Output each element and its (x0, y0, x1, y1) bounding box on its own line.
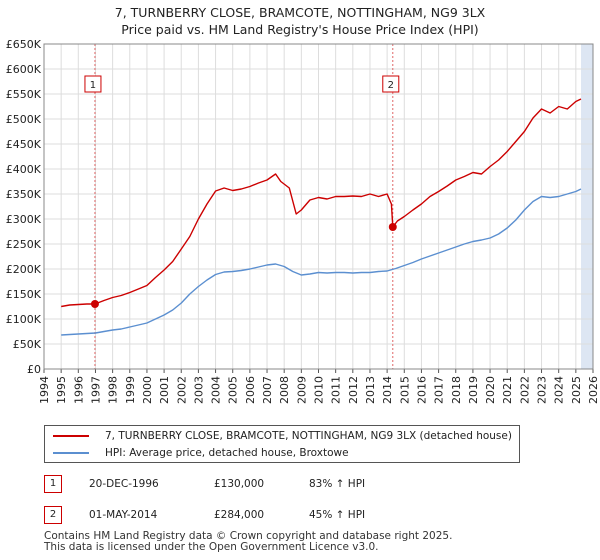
footer-line-1: Contains HM Land Registry data © Crown c… (44, 530, 453, 542)
x-tick-label: 2006 (244, 376, 257, 404)
x-tick-label: 1998 (107, 376, 120, 404)
y-tick-label: £250K (6, 238, 42, 251)
y-tick-label: £550K (6, 88, 42, 101)
hpi-series-line (61, 188, 582, 336)
x-tick-label: 1996 (72, 376, 85, 404)
transaction-badge-2: 2 (44, 506, 62, 524)
transaction-hpi-2: 45% ↑ HPI (309, 509, 366, 521)
x-tick-label: 2001 (158, 376, 171, 404)
x-tick-label: 2024 (553, 376, 566, 404)
transaction-row-1: 1 20-DEC-1996 £130,000 83% ↑ HPI (44, 474, 564, 494)
transaction-row-2: 2 01-MAY-2014 £284,000 45% ↑ HPI (44, 505, 564, 525)
sale-point-1 (90, 300, 99, 308)
x-tick-label: 1997 (89, 376, 102, 404)
shaded-region (580, 44, 593, 369)
x-tick-label: 1994 (38, 376, 51, 404)
legend: 7, TURNBERRY CLOSE, BRAMCOTE, NOTTINGHAM… (44, 425, 520, 463)
transaction-badge-1: 1 (44, 475, 62, 493)
x-tick-label: 2003 (192, 376, 205, 404)
footer: Contains HM Land Registry data © Crown c… (44, 531, 452, 553)
footer-line-2: This data is licensed under the Open Gov… (44, 541, 379, 553)
y-tick-label: £650K (6, 38, 42, 51)
annotation-badge-label-1: 1 (90, 80, 96, 91)
y-tick-label: £0 (27, 363, 41, 376)
x-tick-label: 2020 (484, 376, 497, 404)
plot-frame (43, 43, 594, 370)
y-tick-label: £200K (6, 263, 42, 276)
x-tick-label: 2008 (278, 376, 291, 404)
annotation-badge-label-2: 2 (388, 80, 394, 91)
y-tick-label: £600K (6, 63, 42, 76)
y-tick-label: £500K (6, 113, 42, 126)
y-tick-label: £350K (6, 188, 42, 201)
y-tick-label: £50K (13, 338, 42, 351)
x-tick-label: 2013 (364, 376, 377, 404)
legend-label-property: 7, TURNBERRY CLOSE, BRAMCOTE, NOTTINGHAM… (105, 430, 512, 442)
x-tick-label: 2022 (518, 376, 531, 404)
sale-point-2 (388, 223, 397, 231)
x-tick-label: 2000 (141, 376, 154, 404)
chart-title: 7, TURNBERRY CLOSE, BRAMCOTE, NOTTINGHAM… (0, 4, 600, 38)
x-tick-label: 2017 (433, 376, 446, 404)
x-tick-label: 2023 (536, 376, 549, 404)
title-line-1: 7, TURNBERRY CLOSE, BRAMCOTE, NOTTINGHAM… (114, 5, 486, 20)
property-series-line (61, 98, 582, 308)
y-tick-label: £450K (6, 138, 42, 151)
price-chart: £0 £50K £100K £150K £200K £250K £300K £350K £400… (6, 38, 600, 404)
x-tick-label: 2018 (450, 376, 463, 404)
x-tick-label: 2025 (570, 376, 583, 404)
x-tick-label: 2019 (467, 376, 480, 404)
x-tick-label: 2026 (587, 376, 600, 404)
transaction-date-1: 20-DEC-1996 (89, 478, 159, 490)
x-tick-label: 2015 (398, 376, 411, 404)
transaction-price-2: £284,000 (214, 509, 265, 521)
y-tick-label: £100K (6, 313, 42, 326)
x-tick-label: 2016 (415, 376, 428, 404)
y-tick-label: £300K (6, 213, 42, 226)
x-tick-label: 2014 (381, 376, 394, 404)
annotation-badge-2 (382, 75, 400, 93)
legend-swatch-property (53, 435, 89, 437)
x-tick-label: 2011 (330, 376, 343, 404)
legend-label-hpi: HPI: Average price, detached house, Brox… (105, 447, 349, 459)
title-line-2: Price paid vs. HM Land Registry's House … (121, 22, 479, 37)
x-tick-label: 2021 (501, 376, 514, 404)
x-tick-label: 2010 (313, 376, 326, 404)
transaction-date-2: 01-MAY-2014 (89, 509, 158, 521)
y-tick-label: £150K (6, 288, 42, 301)
annotation-badge-1 (84, 75, 102, 93)
x-tick-label: 2012 (347, 376, 360, 404)
x-tick-label: 1995 (55, 376, 68, 404)
transaction-hpi-1: 83% ↑ HPI (309, 478, 366, 490)
y-tick-label: £400K (6, 163, 42, 176)
x-tick-label: 2009 (295, 376, 308, 404)
x-tick-label: 2002 (175, 376, 188, 404)
x-tick-label: 2007 (261, 376, 274, 404)
legend-swatch-hpi (53, 452, 89, 454)
x-tick-label: 2005 (227, 376, 240, 404)
x-tick-label: 2004 (210, 376, 223, 404)
x-tick-label: 1999 (124, 376, 137, 404)
transaction-price-1: £130,000 (214, 478, 265, 490)
